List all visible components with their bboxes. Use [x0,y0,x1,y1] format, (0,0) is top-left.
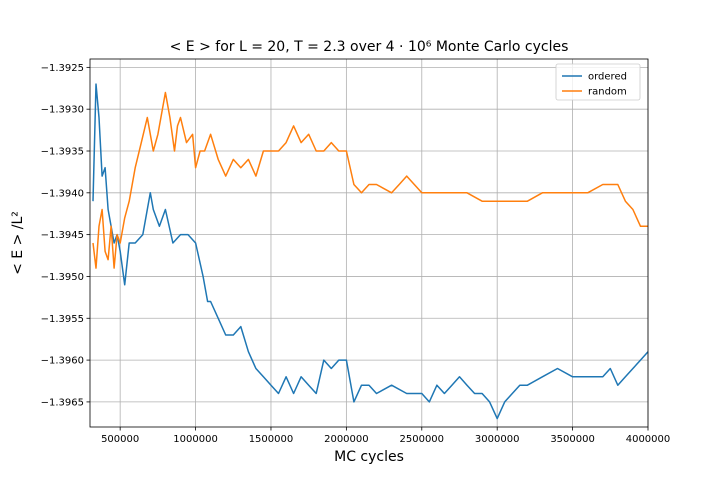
y-tick-label: −1.3960 [41,356,84,367]
x-axis-label: MC cycles [334,449,404,465]
y-tick-label: −1.3955 [41,314,84,325]
x-tick-label: 2000000 [324,434,369,445]
y-tick-label: −1.3965 [41,397,84,408]
y-tick-label: −1.3940 [41,188,84,199]
x-tick-label: 4000000 [626,434,671,445]
x-tick-label: 3000000 [475,434,520,445]
legend-label-ordered: ordered [588,72,627,83]
x-tick-label: 500000 [101,434,139,445]
y-tick-label: −1.3945 [41,230,84,241]
y-tick-label: −1.3935 [41,147,84,158]
x-tick-label: 1000000 [173,434,218,445]
y-tick-label: −1.3925 [41,63,84,74]
x-tick-label: 3500000 [550,434,595,445]
x-tick-label: 1500000 [249,434,294,445]
chart-title: < E > for L = 20, T = 2.3 over 4 · 10⁶ M… [170,39,569,55]
legend-label-random: random [588,87,627,98]
legend: ordered random [555,63,641,101]
series-line-ordered [92,83,649,420]
series-layer [92,83,649,420]
x-tick-label: 2500000 [400,434,445,445]
y-tick-label: −1.3930 [41,105,84,116]
series-line-random [92,91,648,269]
y-tick-label: −1.3950 [41,272,84,283]
plot-frame [89,58,649,428]
y-axis-label: < E > /L² [10,211,26,275]
ticks: 500000 1000000 1500000 2000000 2500000 300000… [41,63,671,445]
